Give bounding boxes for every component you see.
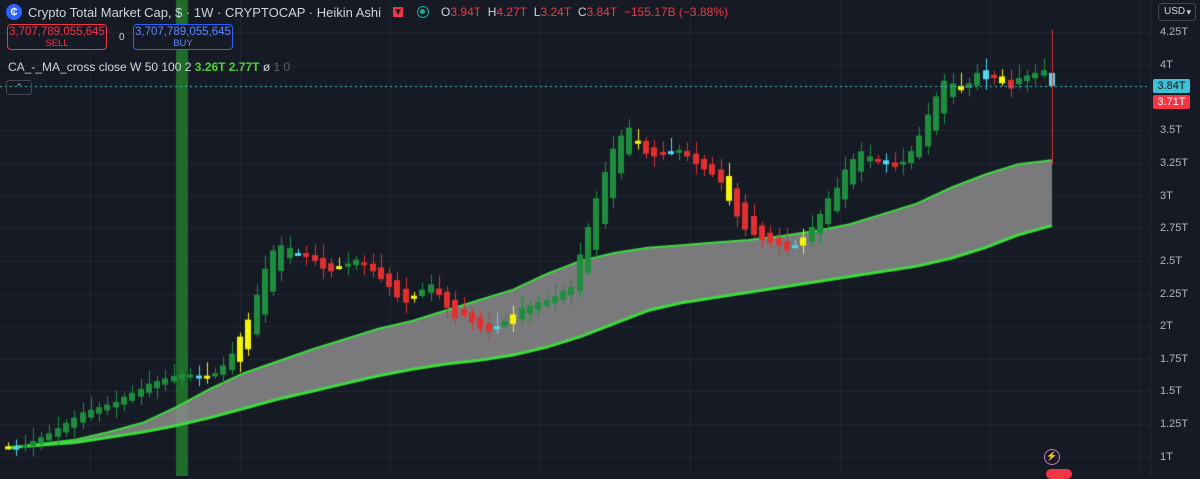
last-price-tag: 3.84T	[1153, 78, 1190, 93]
price-axis-label: 1.25T	[1160, 418, 1189, 431]
currency-select[interactable]: USD	[1158, 3, 1196, 21]
price-axis-label: 2T	[1160, 320, 1173, 333]
price-axis-label: 3.25T	[1160, 156, 1189, 169]
symbol-logo-icon: ₵	[6, 4, 22, 20]
price-axis-label: 2.5T	[1160, 254, 1183, 267]
price-change: −155.17B (−3.88%)	[623, 5, 728, 19]
price-axis-label: 1.75T	[1160, 352, 1189, 365]
price-axis-label: 4T	[1160, 59, 1173, 71]
price-axis-label: 2.75T	[1160, 222, 1189, 235]
indicator-value-4: 1 0	[273, 60, 291, 74]
market-status-icon[interactable]	[417, 6, 430, 18]
sell-button[interactable]: 3,707,789,055,645 SELL	[7, 24, 107, 50]
spread-value: 0	[119, 32, 125, 43]
ohlc-values: O3.94T H4.27T L3.24T C3.84T −155.17B (−3…	[441, 5, 728, 19]
indicator-name: CA_-_MA_cross close W 50 100 2	[8, 60, 192, 74]
ma-price-tag: 3.71T	[1153, 94, 1190, 109]
buy-button[interactable]: 3,707,789,055,645 BUY	[133, 24, 233, 50]
price-axis-label: 3T	[1160, 189, 1173, 202]
indicator-value-fast: 3.26T	[194, 60, 226, 74]
price-axis-label: 3.5T	[1160, 124, 1183, 137]
price-axis-label: 2.25T	[1160, 287, 1189, 300]
collapse-legend-button[interactable]: ⌃	[6, 80, 32, 95]
flag-icon[interactable]	[393, 7, 404, 17]
symbol-title[interactable]: Crypto Total Market Cap, $ · 1W · CRYPTO…	[28, 4, 382, 20]
indicator-legend[interactable]: CA_-_MA_cross close W 50 100 2 3.26T 2.7…	[8, 60, 290, 74]
event-flag-icon[interactable]	[1046, 469, 1072, 479]
lightning-icon[interactable]: ⚡	[1044, 449, 1060, 465]
price-axis-label: 1T	[1160, 450, 1173, 463]
price-axis-label: 4.25T	[1160, 26, 1189, 39]
symbol-header: ₵ Crypto Total Market Cap, $ · 1W · CRYP…	[6, 4, 728, 20]
indicator-value-3: ø	[262, 60, 271, 74]
indicator-value-slow: 2.77T	[228, 60, 260, 74]
price-axis-label: 1.5T	[1160, 385, 1183, 398]
